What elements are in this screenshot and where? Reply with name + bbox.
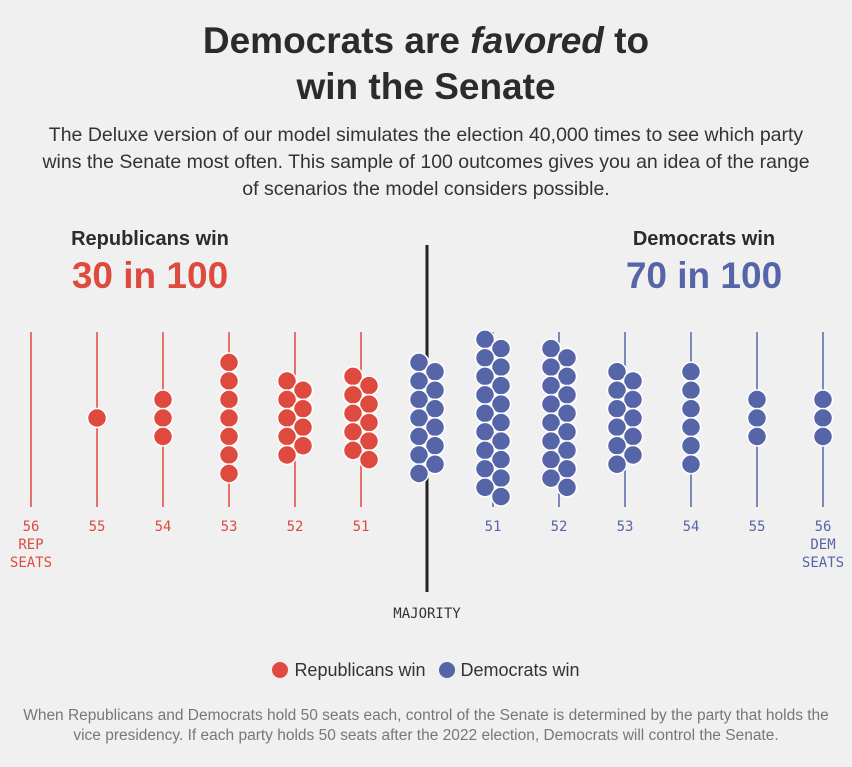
seat-tick-label: 56 <box>23 519 40 535</box>
dem-outcome-dot <box>680 398 702 419</box>
dem-outcome-dot <box>746 426 768 447</box>
rep-heading: Republicans win <box>71 228 229 250</box>
rep-outcome-dot <box>342 440 364 461</box>
legend-item-rep: Republicans win <box>272 660 426 680</box>
dem-outcome-dot <box>606 454 628 475</box>
rep-outcome-dot <box>218 426 240 447</box>
title-text: Democrats are <box>202 20 471 61</box>
rep-summary: Republicans win 30 in 100 <box>40 228 260 297</box>
seat-tick-label: 53 <box>221 519 238 535</box>
dem-outcome-dot <box>812 389 834 410</box>
seat-axis-label: DEM <box>810 537 835 553</box>
dem-outcome-dot <box>680 361 702 382</box>
title-text: win the Senate <box>296 66 556 107</box>
footnote: When Republicans and Democrats hold 50 s… <box>23 707 829 744</box>
seat-tick-label: 54 <box>683 519 700 535</box>
dem-outcome-dot <box>490 486 512 507</box>
dem-dot-icon <box>438 662 455 678</box>
legend-item-dem: Democrats win <box>438 660 580 680</box>
rep-outcome-dot <box>218 389 240 410</box>
rep-outcome-dot <box>218 370 240 392</box>
legend: Republicans win Democrats win <box>0 660 852 681</box>
rep-outcome-dot <box>86 407 108 429</box>
dem-outcome-dot <box>474 477 496 498</box>
beeswarm-chart: 56 REP SEATS 55 54 53 52 51 MAJORITY 51 52 53 54 55 56… <box>10 245 844 622</box>
subtitle: The Deluxe version of our model simulate… <box>42 124 810 200</box>
legend-label: Republicans win <box>294 660 426 680</box>
rep-outcome-dot <box>152 407 174 429</box>
seat-tick-label: 52 <box>551 519 568 535</box>
rep-outcome-dot <box>218 352 240 373</box>
dem-outcome-dot <box>812 426 834 447</box>
dem-outcome-dot <box>680 417 702 438</box>
dem-outcome-dot <box>622 444 644 466</box>
seat-axis-label: REP <box>18 537 43 553</box>
dem-outcome-dot <box>746 389 768 410</box>
seat-tick-label: 52 <box>287 519 304 535</box>
rep-dot-icon <box>272 662 289 678</box>
seat-tick-label: 53 <box>617 519 634 535</box>
dem-outcome-dot <box>408 463 430 484</box>
dem-outcome-dot <box>680 380 702 401</box>
title-text: to <box>603 20 650 61</box>
seat-tick-label: 55 <box>89 519 106 535</box>
dem-summary: Democrats win 70 in 100 <box>594 228 814 297</box>
title-emphasis: favored <box>470 20 604 61</box>
seat-tick-label: 51 <box>353 519 370 535</box>
dem-outcome-dot <box>746 407 768 429</box>
rep-outcome-dot <box>218 407 240 429</box>
rep-outcome-dot <box>292 435 314 456</box>
seat-axis-label: SEATS <box>10 555 52 571</box>
dem-outcome-dot <box>556 477 578 498</box>
rep-outcome-dot <box>152 389 174 410</box>
majority-label: MAJORITY <box>393 606 461 622</box>
dem-value: 70 in 100 <box>625 255 783 296</box>
seat-axis-label: SEATS <box>802 555 844 571</box>
dem-outcome-dot <box>680 435 702 456</box>
seat-tick-label: 54 <box>155 519 172 535</box>
dem-outcome-dot <box>424 454 446 475</box>
seat-tick-label: 56 <box>815 519 832 535</box>
rep-outcome-dot <box>218 444 240 466</box>
seat-tick-label: 55 <box>749 519 766 535</box>
chart-title: Democrats are favored to win the Senate <box>0 18 852 110</box>
rep-value: 30 in 100 <box>71 255 229 296</box>
rep-outcome-dot <box>358 449 380 470</box>
legend-label: Democrats win <box>460 660 580 680</box>
seat-tick-label: 51 <box>485 519 502 535</box>
dem-outcome-dot <box>540 467 562 489</box>
dem-outcome-dot <box>812 407 834 429</box>
dem-heading: Democrats win <box>632 228 776 250</box>
rep-outcome-dot <box>218 463 240 484</box>
rep-outcome-dot <box>276 444 298 466</box>
rep-outcome-dot <box>152 426 174 447</box>
dem-outcome-dot <box>680 454 702 475</box>
